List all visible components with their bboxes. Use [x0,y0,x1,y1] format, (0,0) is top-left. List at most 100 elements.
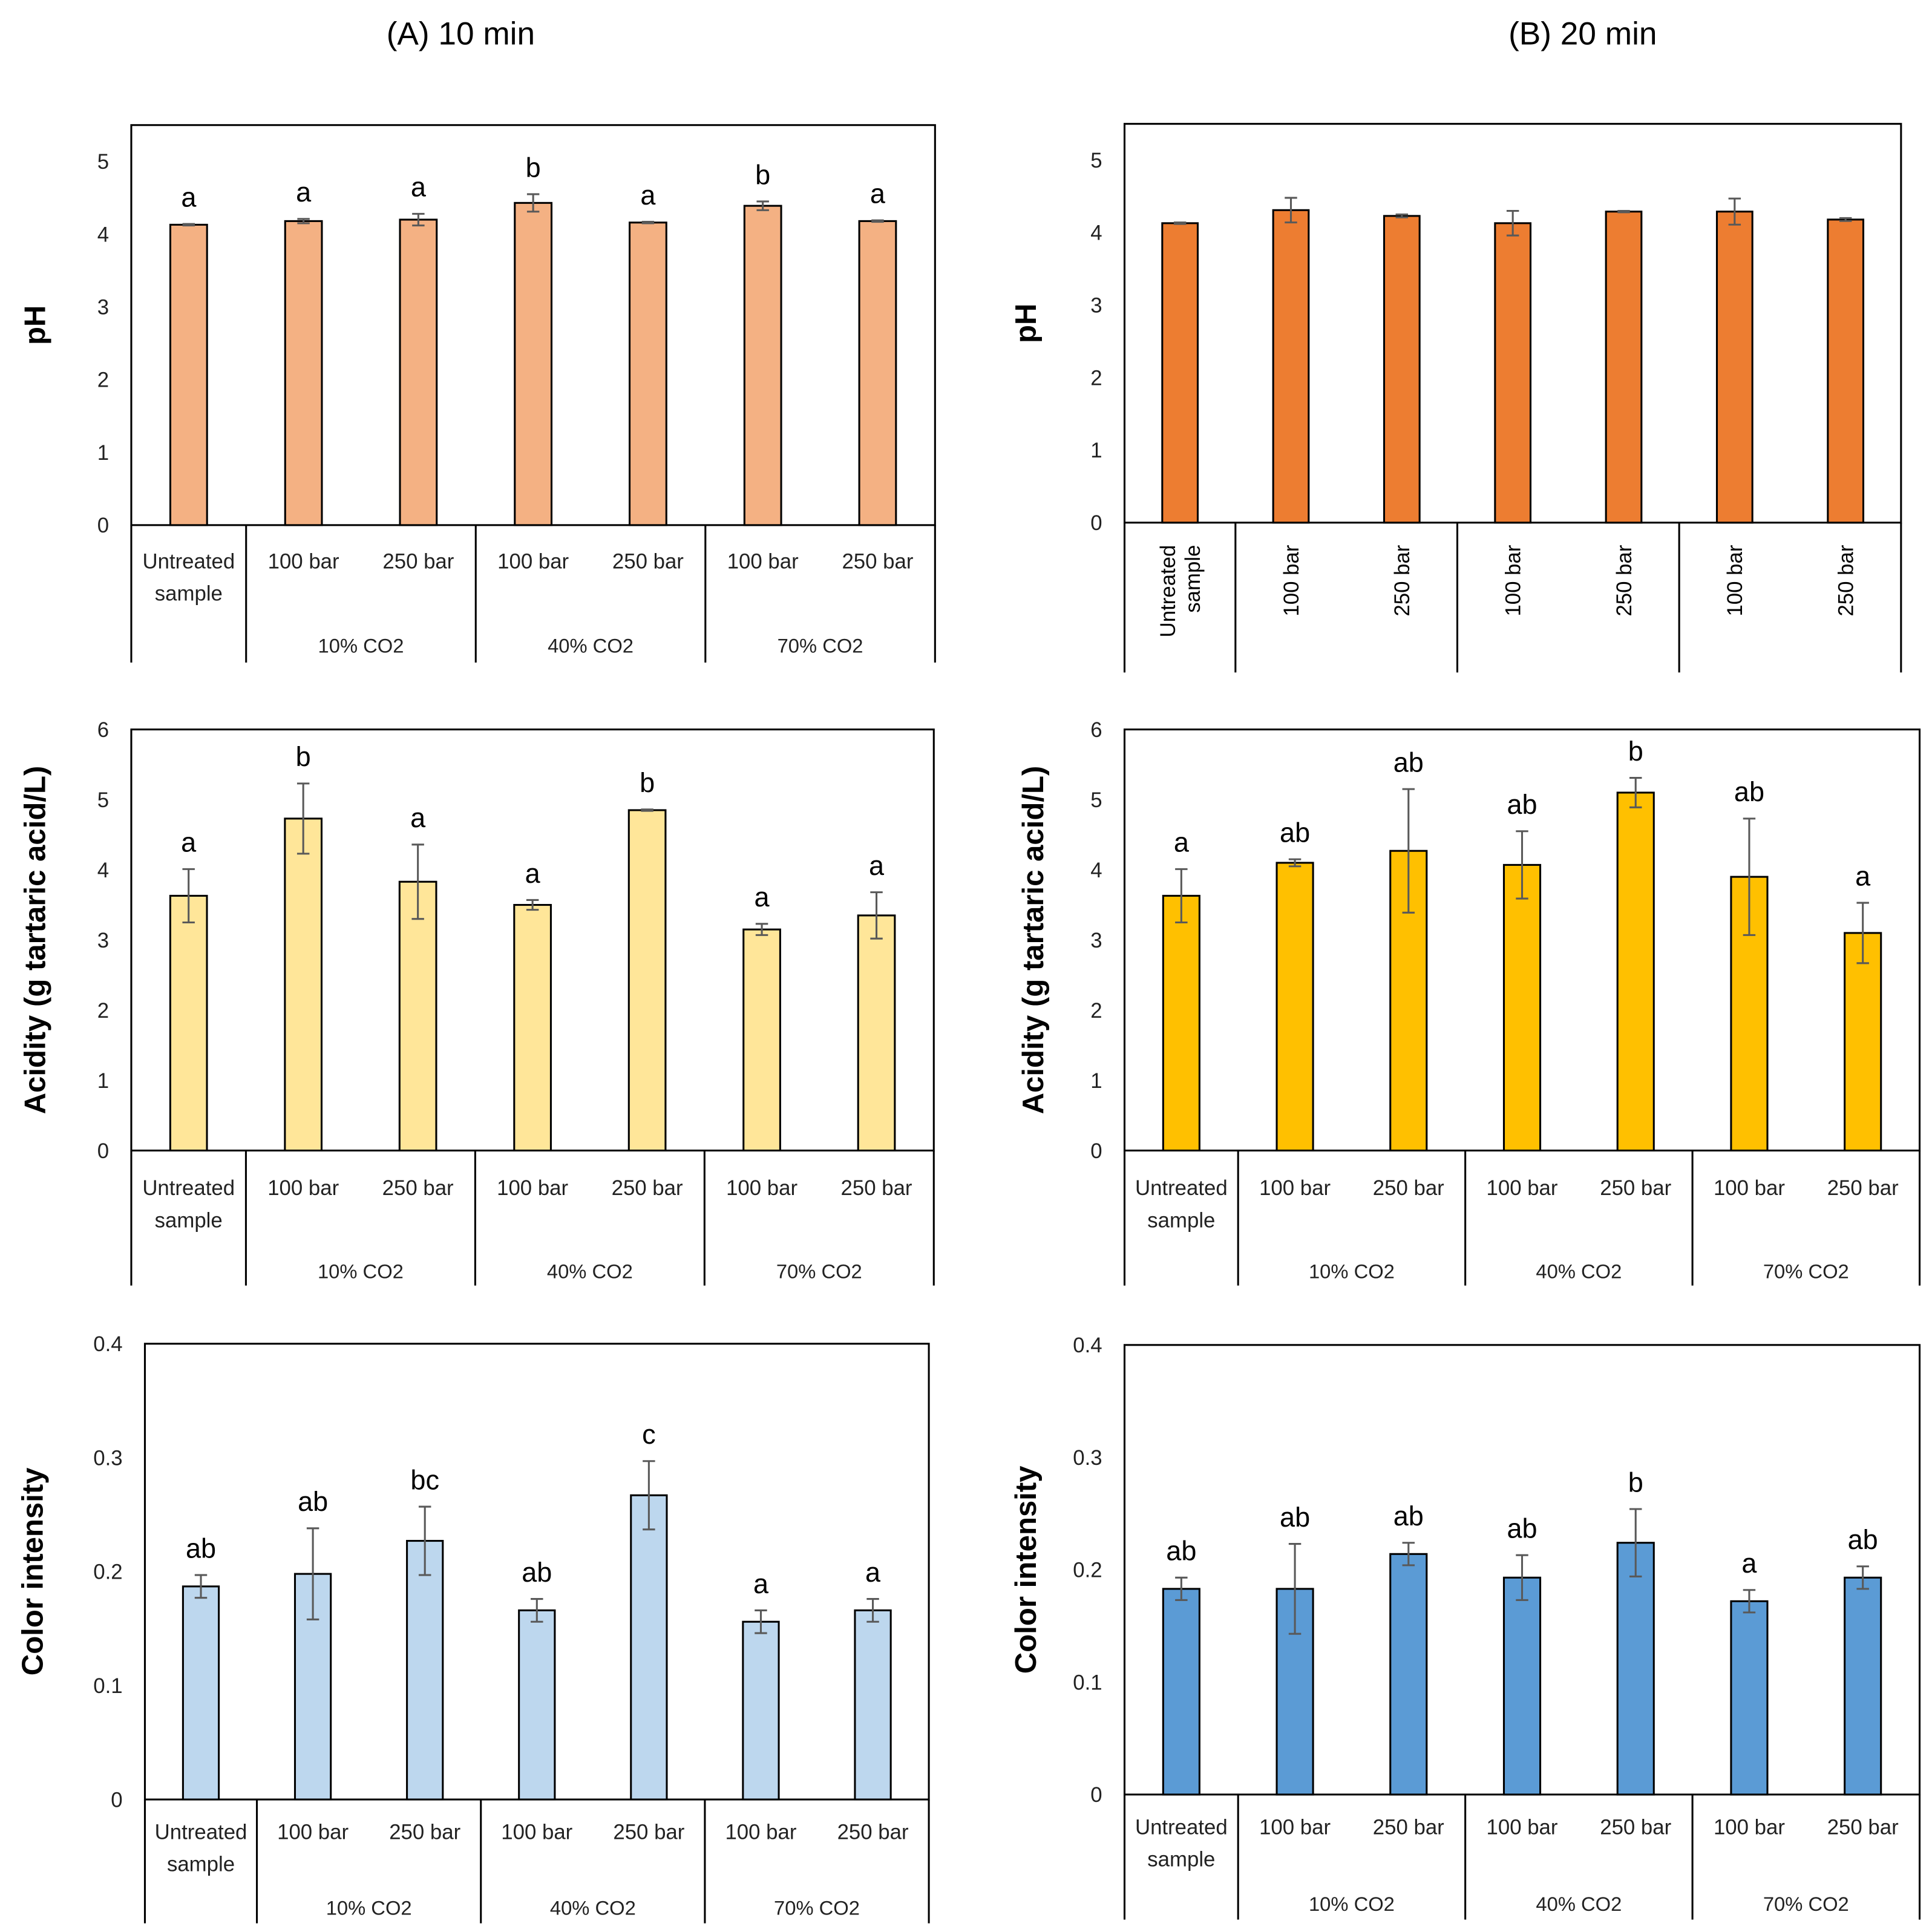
chart-acid_a: 0 1 2 3 4 5 6 Acidity (g tartaric acid/L) a Untre… [19,719,935,1286]
group-label: 70% CO2 [1763,1260,1849,1282]
category-label: Untreated sample [142,1177,235,1232]
group-label: 70% CO2 [1763,1893,1849,1915]
category-label: 250 bar [837,1821,909,1844]
group-label: 10% CO2 [326,1896,412,1919]
y-tick-label: 2 [1090,1000,1102,1023]
significance-letter: ab [1280,817,1310,848]
bar [1616,1542,1655,1796]
y-tick-label: 0.2 [1073,1559,1102,1582]
category-label: 100 bar [267,1177,339,1200]
category-label: 250 bar [389,1821,460,1844]
y-tick-label: 0 [1090,1784,1102,1807]
significance-letter: a [1855,860,1871,891]
bar [1272,209,1310,524]
category-label: Untreated sample [142,550,235,605]
bar [742,1620,780,1801]
bar [857,914,896,1152]
bar [1161,222,1199,524]
category-label-line: Untreated [1135,1177,1228,1200]
y-axis-label: pH [1010,303,1043,342]
significance-letter: ab [1280,1502,1310,1533]
category-label: 100 bar [1487,1177,1558,1200]
bar [1730,1600,1769,1796]
significance-letter: a [1174,827,1190,858]
y-tick-label: 4 [1090,859,1102,882]
category-label-line: Untreated [155,1821,247,1844]
bar [1494,222,1532,524]
category-label: 250 bar [1827,1816,1899,1839]
y-tick-label: 4 [97,223,109,246]
y-tick-label: 4 [97,859,109,882]
significance-letter: a [865,1557,881,1588]
category-label: 250 bar [1391,545,1414,617]
group-label: 40% CO2 [1536,1260,1622,1282]
chart-acid_b: 0 1 2 3 4 5 6 Acidity (g tartaric acid/L) a Untre… [1017,719,1921,1286]
bar [1844,932,1882,1152]
category-label: 100 bar [268,550,339,573]
y-tick-label: 0.3 [1073,1447,1102,1470]
bar [1844,1576,1882,1796]
bar [630,1494,668,1801]
bar [743,205,782,526]
significance-letter: ab [298,1486,328,1517]
bar [182,1585,220,1801]
category-label: 250 bar [612,550,684,573]
category-label: 250 bar [382,550,454,573]
significance-letter: ab [1393,1501,1424,1531]
bar [1616,791,1655,1152]
significance-letter: ab [522,1557,552,1588]
y-tick-label: 1 [97,442,109,465]
significance-letter: ab [1848,1524,1878,1555]
category-label-line: sample [155,583,223,606]
significance-letter: ab [1393,747,1424,778]
group-label: 40% CO2 [548,635,634,657]
category-label: 100 bar [1259,1177,1331,1200]
significance-letter: ab [1166,1536,1196,1567]
group-label: 10% CO2 [318,635,404,657]
category-label: 100 bar [1487,1816,1558,1839]
significance-letter: b [296,741,311,772]
y-tick-label: 2 [97,1000,109,1023]
y-tick-label: 5 [1090,789,1102,812]
y-tick-label: 2 [97,369,109,392]
y-tick-label: 5 [97,789,109,812]
y-tick-label: 3 [97,929,109,952]
significance-letter: ab [1734,776,1764,807]
category-label: 100 bar [277,1821,349,1844]
significance-letter: b [640,767,655,798]
chart-color_a: 0 0.1 0.2 0.3 0.4 Color intensity ab Untreated s… [16,1333,930,1924]
category-label-line: sample [1147,1209,1215,1232]
bar [518,1609,556,1801]
y-tick-label: 2 [1090,367,1102,390]
y-axis-label: Acidity (g tartaric acid/L) [1017,766,1050,1115]
y-tick-label: 0.4 [1073,1334,1102,1357]
category-label: 250 bar [1373,1816,1444,1839]
category-label-line: Untreated [1157,545,1180,638]
bar [627,809,667,1152]
y-tick-label: 3 [97,296,109,319]
group-label: 10% CO2 [318,1260,404,1282]
category-label: 100 bar [1280,545,1303,617]
category-label: 250 bar [613,1821,684,1844]
y-axis-label: pH [19,306,51,345]
significance-letter: ab [1507,789,1537,820]
y-tick-label: 5 [1090,149,1102,172]
bar [858,220,897,526]
y-axis-label: Color intensity [1010,1465,1043,1674]
bar [284,817,323,1152]
category-label: 250 bar [612,1177,683,1200]
category-label: 250 bar [382,1177,454,1200]
category-label: 250 bar [1600,1816,1671,1839]
significance-letter: a [181,827,197,858]
y-tick-label: 5 [97,151,109,174]
group-label: 70% CO2 [776,1260,862,1282]
significance-letter: a [1741,1548,1757,1579]
y-axis-label: Acidity (g tartaric acid/L) [19,766,51,1115]
y-tick-label: 3 [1090,295,1102,318]
category-label-line: sample [155,1209,223,1232]
y-tick-label: 0 [1090,1140,1102,1163]
category-label: 100 bar [1714,1177,1785,1200]
bar [514,201,553,526]
